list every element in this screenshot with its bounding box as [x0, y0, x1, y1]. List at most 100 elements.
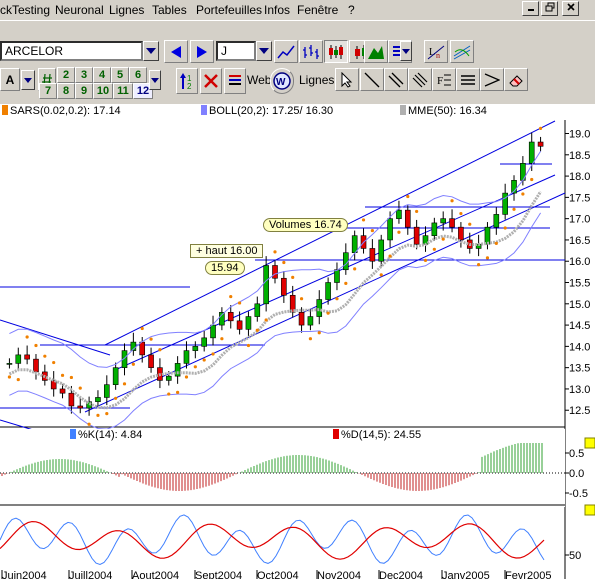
candle-body	[413, 226, 420, 245]
candle-body	[449, 218, 455, 228]
sar-dot	[299, 297, 304, 301]
arrow-right-icon	[197, 45, 207, 58]
svg-text:1: 1	[187, 74, 192, 83]
menu-fenetre[interactable]: Fenêtre	[297, 3, 339, 17]
oscillator-marker	[584, 437, 595, 449]
line-tool-button[interactable]	[360, 68, 384, 91]
candle-body	[6, 363, 13, 365]
sar-dot	[167, 392, 171, 396]
minimize-button[interactable]	[522, 1, 539, 16]
candle-body	[236, 320, 243, 330]
candle-body	[174, 363, 181, 377]
period-combo[interactable]: J	[216, 41, 256, 61]
eraser-tool-button[interactable]	[504, 68, 528, 91]
sar-dot	[193, 365, 197, 369]
sar-dot	[317, 331, 321, 335]
bar-chart-button[interactable]	[299, 40, 323, 63]
period-7-button[interactable]: 7	[39, 83, 57, 99]
period-dropdown-button[interactable]	[256, 41, 272, 61]
volumes-annotation[interactable]: Volumes 16.74	[263, 218, 348, 232]
close-button[interactable]	[562, 1, 579, 16]
next-button[interactable]	[190, 40, 214, 63]
sar-dot	[7, 375, 12, 379]
channel-tool-button[interactable]	[408, 68, 432, 91]
parallel-lines-tool-button[interactable]	[384, 68, 408, 91]
right-axis-background	[565, 120, 595, 579]
period-5-button[interactable]: 5	[111, 67, 129, 83]
price-tick-label: 19.0	[569, 129, 590, 141]
sars-legend-text: SARS(0.02,0.2): 17.14	[10, 105, 121, 117]
period-2-button[interactable]: 2	[57, 67, 75, 83]
candle-body	[511, 180, 517, 194]
sar-dot	[158, 348, 162, 352]
eraser-icon	[509, 74, 523, 86]
level-annotation[interactable]: 15.94	[205, 261, 245, 275]
period-6-button[interactable]: 6	[129, 67, 147, 83]
sar-dot	[140, 326, 144, 331]
sar-dot	[326, 311, 330, 315]
symbol-dropdown-button[interactable]	[143, 41, 159, 61]
upper-channel-line	[104, 120, 556, 346]
sar-dot	[370, 228, 374, 233]
period-3-button[interactable]: 3	[75, 67, 93, 83]
period-11-button[interactable]: 11	[113, 83, 133, 99]
previous-button[interactable]	[164, 40, 188, 63]
color-lines-button[interactable]	[224, 68, 246, 94]
area-chart-button[interactable]	[364, 40, 388, 63]
line-chart-button[interactable]	[274, 40, 298, 63]
symbol-combo[interactable]: ARCELOR	[0, 41, 143, 61]
delete-button[interactable]	[200, 68, 222, 94]
trend-channel-button[interactable]	[450, 40, 474, 63]
stoch-d-line	[0, 520, 545, 560]
font-dropdown[interactable]	[21, 70, 35, 90]
period-4-button[interactable]: 4	[93, 67, 111, 83]
cursor-tool-button[interactable]	[335, 68, 359, 91]
web-label[interactable]: Web	[247, 73, 272, 87]
candle-body	[219, 312, 225, 326]
web-button[interactable]: W	[270, 68, 294, 94]
lines-label[interactable]: Lignes	[299, 73, 335, 87]
menu-help[interactable]: ?	[348, 3, 355, 17]
period-8-button[interactable]: 8	[57, 83, 75, 99]
mme-legend-text: MME(50): 16.34	[408, 105, 487, 117]
chart-area[interactable]: 19.0 18.5 18.0 17.5 17.0 16.5 16.0 15.5 15.0 14.5…	[0, 120, 595, 579]
candle-body	[263, 265, 269, 305]
sar-dot	[415, 209, 419, 214]
menu-lignes[interactable]: Lignes	[109, 3, 145, 17]
sar-dot	[69, 375, 73, 380]
period-10-button[interactable]: 10	[93, 83, 113, 99]
period-9-button[interactable]: 9	[75, 83, 93, 99]
haut-annotation[interactable]: + haut 16.00	[190, 244, 264, 258]
horizontal-lines-tool-button[interactable]	[456, 68, 480, 91]
period-dropdown-small[interactable]	[149, 70, 161, 90]
candlestick-button[interactable]	[324, 40, 348, 63]
sar-dot	[494, 241, 498, 245]
period-12-button[interactable]: 12	[133, 83, 153, 99]
chart-style-dropdown[interactable]	[400, 41, 412, 61]
sar-dot	[34, 343, 38, 348]
candle-body	[50, 380, 57, 390]
restore-button[interactable]	[541, 1, 558, 16]
candle-body	[112, 367, 119, 385]
oscillator-tick-label: 0.5	[569, 448, 584, 460]
candle-body	[458, 226, 464, 241]
sars-legend: SARS(0.02,0.2): 17.14	[2, 105, 121, 117]
price-chart[interactable]: 19.0 18.5 18.0 17.5 17.0 16.5 16.0 15.5 15.0 14.5…	[0, 120, 595, 579]
menu-backtesting[interactable]: ckTesting	[0, 3, 51, 17]
text-a-button[interactable]: A	[0, 68, 20, 91]
menu-infos[interactable]: Infos	[264, 3, 291, 17]
candle-body	[325, 282, 331, 300]
mme-legend: MME(50): 16.34	[400, 105, 487, 117]
menu-neuronal[interactable]: Neuronal	[55, 3, 104, 17]
menu-tables[interactable]: Tables	[152, 3, 187, 17]
menu-portefeuilles[interactable]: Portefeuilles	[196, 3, 263, 17]
sar-dot	[237, 301, 242, 305]
arrow-left-icon	[171, 45, 181, 58]
candle-body	[343, 252, 349, 271]
fan-tool-button[interactable]	[480, 68, 504, 91]
fibonacci-tool-button[interactable]: F	[432, 68, 456, 91]
fibonacci-icon: F	[437, 74, 451, 87]
candle-body	[165, 375, 172, 381]
